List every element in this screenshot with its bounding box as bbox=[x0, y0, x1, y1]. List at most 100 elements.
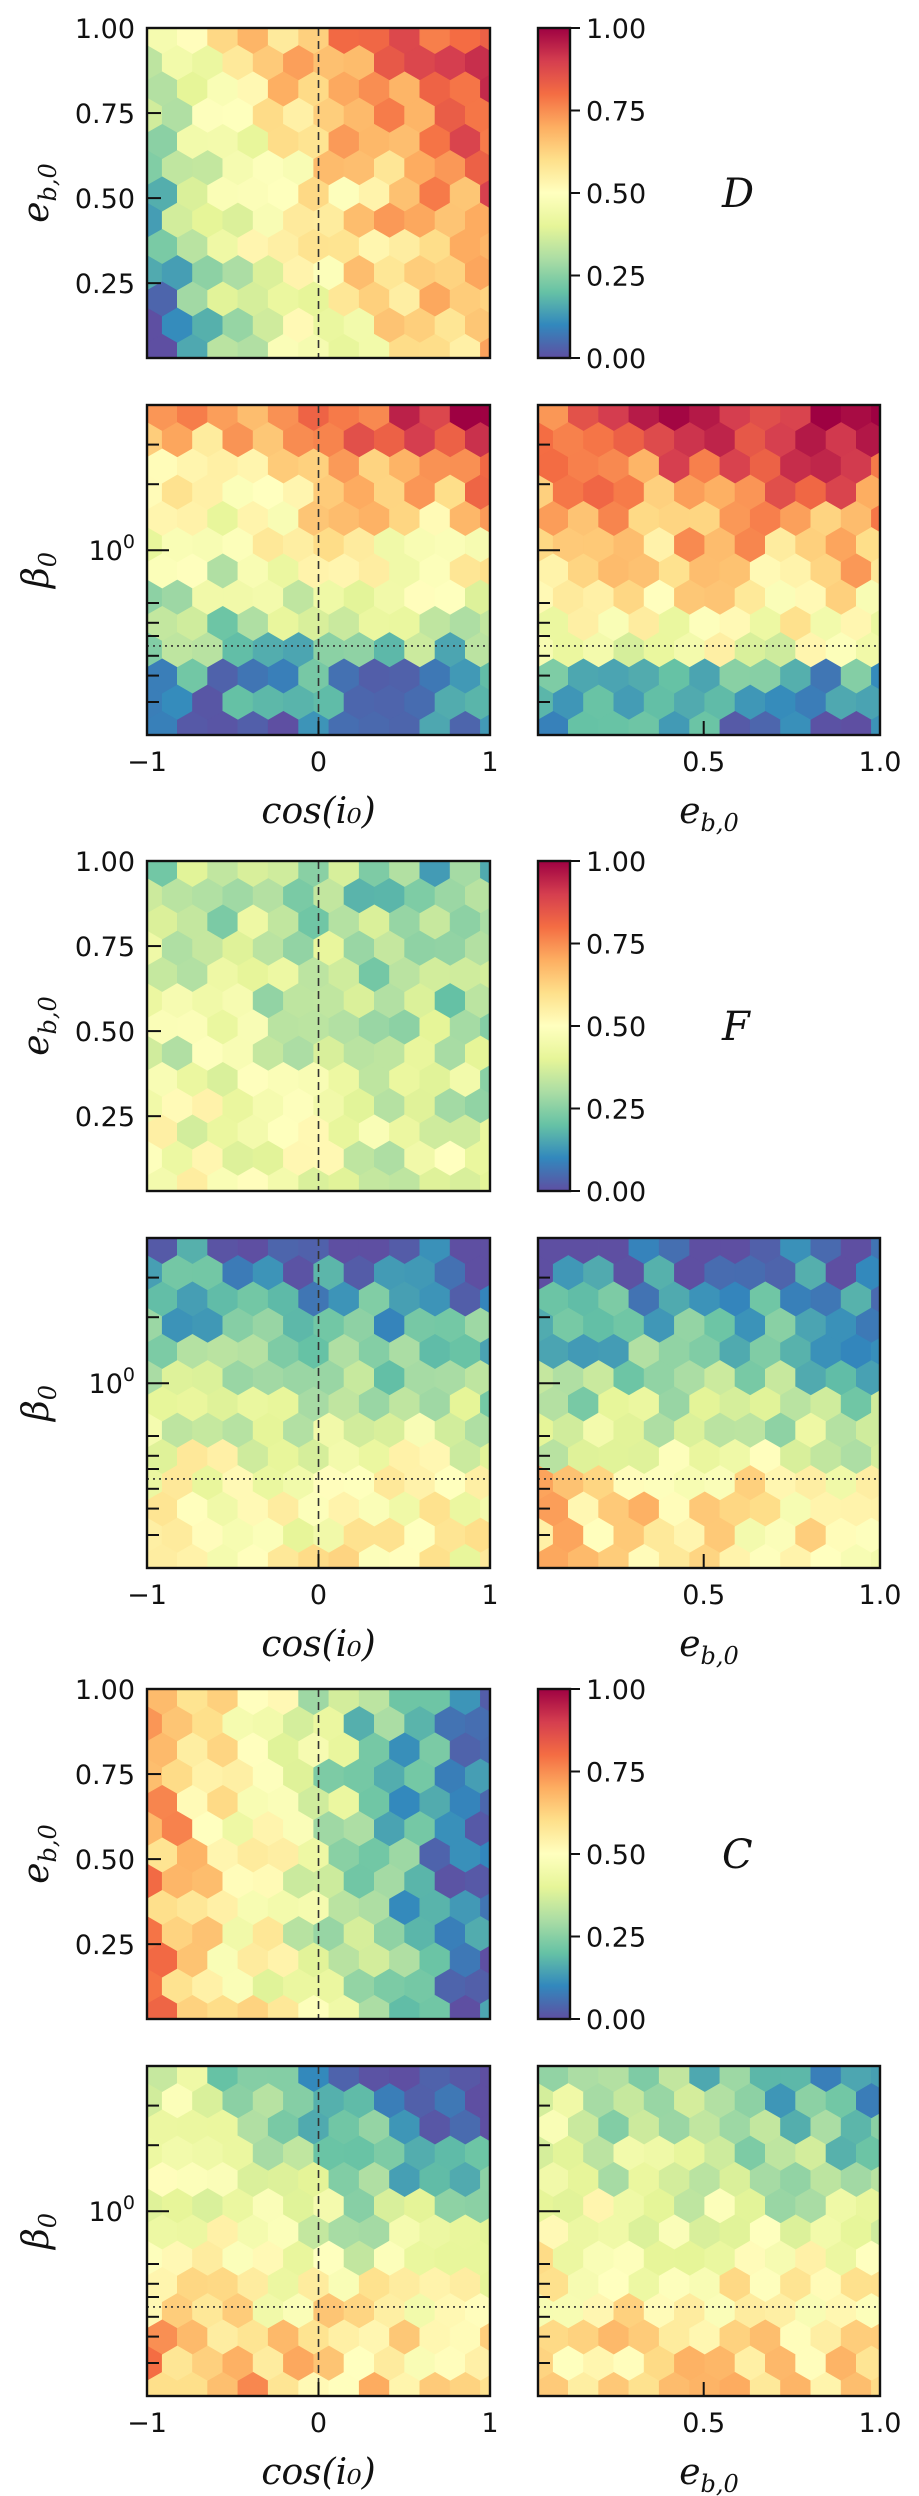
hexbin-cell bbox=[480, 1170, 490, 1191]
hexbin-cell bbox=[780, 2371, 812, 2396]
hexbin-cell bbox=[102, 1707, 132, 1742]
hexbin-cell bbox=[538, 1543, 569, 1568]
x-tick-label: 1 bbox=[481, 747, 498, 778]
hexbin-cell bbox=[887, 528, 917, 563]
x-tick-label: −1 bbox=[127, 2408, 167, 2439]
hexbin-cell bbox=[496, 0, 526, 28]
hexbin-cell bbox=[177, 710, 208, 735]
hexbin-cell bbox=[496, 46, 526, 81]
hexbin-cell bbox=[496, 580, 526, 615]
hexbin-cell bbox=[493, 1256, 523, 1291]
hexbin-cell bbox=[102, 423, 132, 458]
hexbin-cell bbox=[298, 1166, 330, 1191]
D-bottom-right-axes bbox=[536, 403, 882, 737]
hexbin-cell bbox=[496, 256, 526, 291]
hexbin-cell bbox=[207, 1543, 239, 1568]
hexbin-cell bbox=[147, 1175, 148, 1191]
hexbin-cell bbox=[496, 826, 526, 861]
hexbin-cell bbox=[147, 2371, 178, 2396]
hexbin-cell bbox=[567, 405, 569, 406]
hexbin-cell bbox=[419, 1994, 451, 2019]
hexbin-cell bbox=[887, 1466, 917, 1501]
F-top-hexbins bbox=[102, 826, 526, 1191]
hexbin-cell bbox=[147, 710, 178, 735]
hexbin-cell bbox=[496, 528, 526, 563]
hexbin-cell bbox=[147, 1166, 178, 1191]
hexbin-cell bbox=[538, 1447, 539, 1466]
colorbar-tick-label: 0.00 bbox=[586, 1177, 646, 1208]
hexbin-cell bbox=[628, 2371, 660, 2396]
hexbin-cell bbox=[538, 614, 539, 633]
x-tick-label: 1 bbox=[481, 2408, 498, 2439]
x-axis-label-eb0: eb,0 bbox=[679, 1624, 739, 1670]
hexbin-cell bbox=[147, 1238, 148, 1239]
hexbin-cell bbox=[496, 98, 526, 133]
colorbar-tick-label: 0.50 bbox=[586, 179, 646, 210]
D-bl-hexbins bbox=[102, 370, 526, 735]
hexbin-cell bbox=[147, 2118, 148, 2137]
hexbin-cell bbox=[147, 1447, 148, 1466]
hexbin-cell bbox=[496, 1917, 526, 1952]
hexbin-cell bbox=[689, 2371, 721, 2396]
hexbin-cell bbox=[298, 710, 330, 735]
hexbin-cell bbox=[887, 2189, 917, 2224]
y-tick-label: 1.00 bbox=[75, 847, 135, 878]
hexbin-cell bbox=[493, 2241, 523, 2276]
x-axis-label-cos-i0: cos(i₀) bbox=[261, 2452, 375, 2493]
hexbin-cell bbox=[496, 370, 526, 405]
hexbin-cell bbox=[493, 2084, 523, 2119]
hexbin-cell bbox=[538, 1395, 539, 1414]
hexbin-cell bbox=[147, 614, 148, 633]
hexbin-cell bbox=[388, 2066, 391, 2067]
hexbin-cell bbox=[328, 710, 360, 735]
hexbin-cell bbox=[688, 2066, 691, 2067]
hexbin-cell bbox=[147, 1898, 148, 1917]
hexbin-cell bbox=[493, 475, 523, 510]
C-top-axes bbox=[145, 1687, 492, 2021]
hexbin-cell bbox=[887, 580, 917, 615]
hexbin-cell bbox=[147, 2066, 148, 2067]
hexbin-cell bbox=[147, 1994, 178, 2019]
hexbin-cell bbox=[887, 685, 917, 720]
hexbin-cell bbox=[298, 2371, 330, 2396]
hexbin-cell bbox=[147, 1500, 148, 1519]
hexbin-cell bbox=[538, 2066, 539, 2067]
hexbin-cell bbox=[237, 405, 239, 406]
hexbin-cell bbox=[358, 710, 390, 735]
colorbar bbox=[538, 1689, 570, 2019]
y-axis-label-eb0: eb,0 bbox=[16, 996, 62, 1056]
hexbin-cell bbox=[538, 457, 539, 476]
y-tick-label-10-0: 100 bbox=[89, 1364, 135, 1400]
hexbin-cell bbox=[389, 333, 421, 358]
colorbar-tick-label: 0.00 bbox=[586, 2005, 646, 2036]
hexbin-cell bbox=[658, 1238, 660, 1239]
hexbin-cell bbox=[102, 2084, 132, 2119]
hexbin-cell bbox=[237, 1238, 239, 1239]
hexbin-cell bbox=[479, 28, 482, 29]
hexbin-cell bbox=[719, 2066, 721, 2067]
hexbin-cell bbox=[749, 2371, 781, 2396]
hexbin-cell bbox=[419, 1543, 451, 1568]
hexbin-cell bbox=[658, 710, 690, 735]
hexbin-cell bbox=[389, 710, 421, 735]
hexbin-cell bbox=[102, 633, 132, 668]
colorbar-tick-label: 0.25 bbox=[586, 1095, 646, 1126]
hexbin-cell bbox=[298, 1543, 330, 1568]
x-tick-label: −1 bbox=[127, 1580, 167, 1611]
hexbin-cell bbox=[538, 2066, 539, 2084]
hexbin-cell bbox=[389, 1166, 421, 1191]
hexbin-cell bbox=[810, 405, 812, 406]
y-axis-label-beta0: β0 bbox=[16, 1385, 62, 1423]
hexbin-cell bbox=[102, 1413, 132, 1448]
y-tick-label: 1.00 bbox=[75, 14, 135, 45]
hexbin-cell bbox=[102, 879, 132, 914]
colorbar-tick-label: 1.00 bbox=[586, 14, 646, 45]
colorbar-tick-label: 0.75 bbox=[586, 97, 646, 128]
hexbin-cell bbox=[388, 1689, 391, 1690]
hexbin-cell bbox=[147, 405, 148, 423]
hexbin-cell bbox=[102, 1518, 132, 1553]
hexbin-cell bbox=[176, 405, 178, 406]
hexbin-cell bbox=[358, 2066, 360, 2067]
panel-letter-F: F bbox=[721, 1004, 751, 1050]
hexbin-cell bbox=[538, 1290, 539, 1309]
